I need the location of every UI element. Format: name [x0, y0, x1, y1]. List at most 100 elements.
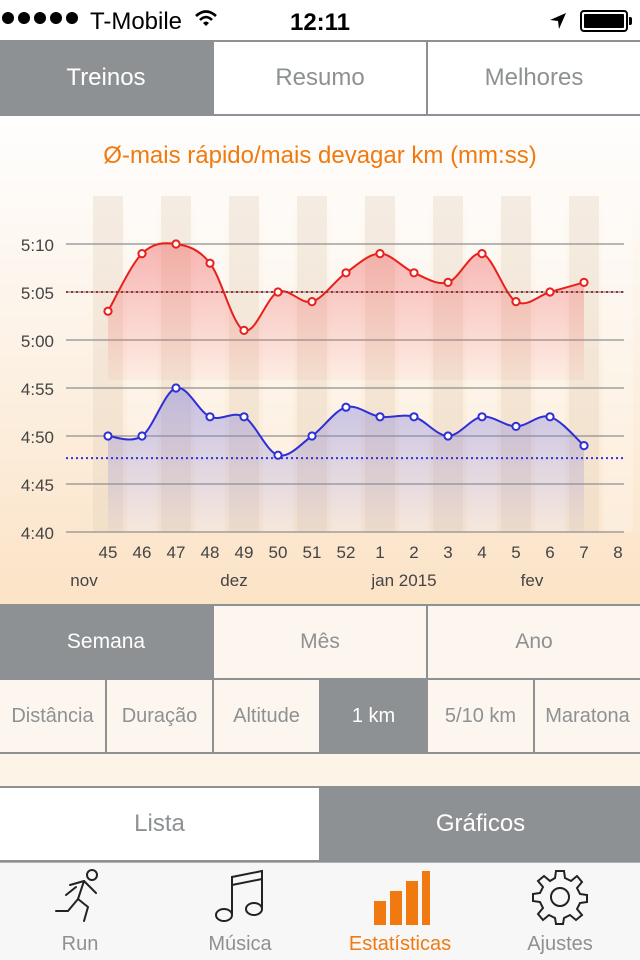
gear-icon: [532, 870, 588, 925]
data-point: [205, 412, 215, 422]
tab-label-run: Run: [61, 933, 99, 955]
data-point: [545, 412, 555, 422]
metric-segment-control: Distância Duração Altitude 1 km 5/10 km …: [0, 678, 640, 754]
clock: 12:11: [289, 9, 351, 36]
tab-bar: Run Música Estatísticas: [0, 862, 640, 960]
data-point: [477, 412, 487, 422]
data-point: [273, 287, 283, 297]
data-point: [409, 412, 419, 422]
tab-maratona[interactable]: Maratona: [533, 680, 640, 752]
x-tick-label: 51: [303, 543, 322, 562]
data-point: [171, 239, 181, 249]
y-tick-label: 4:50: [21, 428, 54, 447]
tab-semana[interactable]: Semana: [0, 606, 212, 678]
bar-chart-icon: [374, 871, 430, 925]
data-point: [341, 402, 351, 412]
tab-1km[interactable]: 1 km: [319, 680, 426, 752]
series-area: [108, 243, 584, 380]
signal-strength-icon: [2, 12, 78, 24]
month-label: nov: [70, 571, 98, 590]
x-tick-label: 5: [511, 543, 520, 562]
data-point: [205, 258, 215, 268]
chart-title: Ø-mais rápido/mais devagar km (mm:ss): [103, 142, 537, 169]
data-point: [443, 277, 453, 287]
location-arrow-icon: [548, 10, 568, 38]
y-tick-label: 5:10: [21, 236, 54, 255]
tab-graficos[interactable]: Gráficos: [319, 788, 640, 860]
data-point: [579, 441, 589, 451]
x-tick-label: 46: [133, 543, 152, 562]
tab-bar-item-ajustes[interactable]: Ajustes: [480, 863, 640, 960]
data-point: [477, 249, 487, 259]
data-point: [375, 412, 385, 422]
data-point: [273, 450, 283, 460]
data-point: [511, 421, 521, 431]
tab-ano[interactable]: Ano: [426, 606, 640, 678]
period-segment-control: Semana Mês Ano: [0, 604, 640, 680]
tab-bar-item-run[interactable]: Run: [0, 863, 160, 960]
top-segment-control: Treinos Resumo Melhores: [0, 40, 640, 116]
tab-altitude[interactable]: Altitude: [212, 680, 319, 752]
data-point: [375, 249, 385, 259]
tab-bar-item-estatisticas[interactable]: Estatísticas: [320, 863, 480, 960]
spacer: [0, 754, 640, 786]
data-point: [579, 277, 589, 287]
chart-area: Ø-mais rápido/mais devagar km (mm:ss) 4:…: [0, 116, 640, 604]
tab-melhores[interactable]: Melhores: [426, 42, 640, 114]
x-tick-label: 49: [235, 543, 254, 562]
x-tick-label: 4: [477, 543, 486, 562]
status-bar: T-Mobile 12:11: [0, 0, 640, 40]
x-tick-label: 2: [409, 543, 418, 562]
tab-resumo[interactable]: Resumo: [212, 42, 426, 114]
series-area: [108, 387, 584, 532]
column-stripe: [603, 196, 633, 532]
data-point: [137, 249, 147, 259]
x-tick-label: 45: [99, 543, 118, 562]
data-point: [307, 297, 317, 307]
month-label: dez: [220, 571, 247, 590]
data-point: [409, 268, 419, 278]
y-tick-label: 4:40: [21, 524, 54, 543]
data-point: [545, 287, 555, 297]
x-tick-label: 8: [613, 543, 622, 562]
carrier-name: T-Mobile: [90, 8, 183, 35]
data-point: [103, 306, 113, 316]
data-point: [103, 431, 113, 441]
tab-distancia[interactable]: Distância: [0, 680, 105, 752]
tab-label-musica: Música: [208, 933, 272, 955]
y-tick-label: 4:45: [21, 476, 54, 495]
data-point: [137, 431, 147, 441]
tab-lista[interactable]: Lista: [0, 788, 319, 860]
x-tick-label: 50: [269, 543, 288, 562]
data-point: [443, 431, 453, 441]
x-tick-label: 47: [167, 543, 186, 562]
data-point: [341, 268, 351, 278]
data-point: [511, 297, 521, 307]
runner-icon: [55, 869, 98, 922]
data-point: [307, 431, 317, 441]
x-tick-label: 1: [375, 543, 384, 562]
tab-label-estatisticas: Estatísticas: [348, 933, 452, 955]
tab-label-ajustes: Ajustes: [527, 933, 593, 955]
x-tick-label: 52: [337, 543, 356, 562]
tab-mes[interactable]: Mês: [212, 606, 426, 678]
y-tick-label: 5:05: [21, 284, 54, 303]
month-label: jan 2015: [370, 571, 436, 590]
wifi-icon: [194, 8, 218, 36]
tab-treinos[interactable]: Treinos: [0, 42, 212, 114]
tab-5-10km[interactable]: 5/10 km: [426, 680, 533, 752]
data-point: [171, 383, 181, 393]
tab-duracao[interactable]: Duração: [105, 680, 212, 752]
y-tick-label: 5:00: [21, 332, 54, 351]
tab-bar-item-musica[interactable]: Música: [160, 863, 320, 960]
battery-icon: [580, 10, 632, 32]
y-tick-label: 4:55: [21, 380, 54, 399]
x-tick-label: 48: [201, 543, 220, 562]
x-tick-label: 7: [579, 543, 588, 562]
month-label: fev: [521, 571, 544, 590]
data-point: [239, 325, 249, 335]
x-tick-label: 3: [443, 543, 452, 562]
view-segment-control: Lista Gráficos: [0, 786, 640, 862]
data-point: [239, 412, 249, 422]
